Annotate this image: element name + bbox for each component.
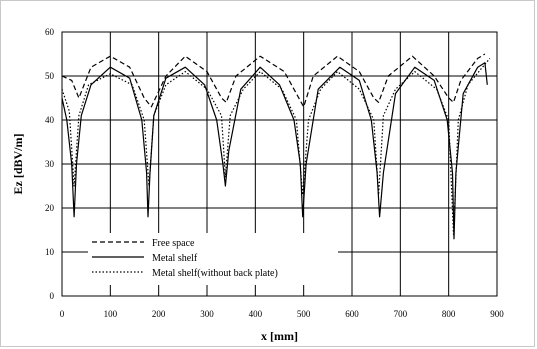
y-tick-label: 60 — [45, 27, 55, 37]
x-tick-label: 600 — [345, 309, 359, 319]
data-series — [61, 53, 491, 240]
y-tick-label: 30 — [45, 159, 55, 169]
y-tick-label: 50 — [45, 71, 55, 81]
series-line-1 — [61, 53, 486, 108]
y-tick-label: 20 — [45, 203, 55, 213]
x-tick-label: 800 — [442, 309, 456, 319]
legend-label: Metal shelf — [152, 253, 198, 264]
plot-area-border — [61, 31, 498, 297]
x-tick-label: 300 — [200, 309, 214, 319]
x-tick-label: 100 — [104, 309, 118, 319]
series-line-2 — [61, 62, 488, 240]
x-axis-label: x [mm] — [261, 329, 298, 343]
legend-label: Metal shelf(without back plate) — [152, 268, 278, 279]
y-tick-label: 0 — [50, 291, 55, 301]
series-line-3 — [61, 58, 491, 235]
y-tick-label: 10 — [45, 247, 55, 257]
x-tick-label: 400 — [249, 309, 263, 319]
x-tick-label: 900 — [490, 309, 504, 319]
x-tick-label: 700 — [394, 309, 408, 319]
x-tick-label: 500 — [297, 309, 311, 319]
x-tick-label: 0 — [60, 309, 65, 319]
legend: Free space Metal shelf Metal shelf(without… — [88, 233, 338, 285]
y-axis-label: Ez [dBV/m] — [11, 134, 25, 195]
legend-background — [88, 233, 338, 285]
legend-label: Free space — [152, 238, 195, 249]
y-tick-label: 40 — [45, 115, 55, 125]
x-tick-label: 200 — [152, 309, 166, 319]
